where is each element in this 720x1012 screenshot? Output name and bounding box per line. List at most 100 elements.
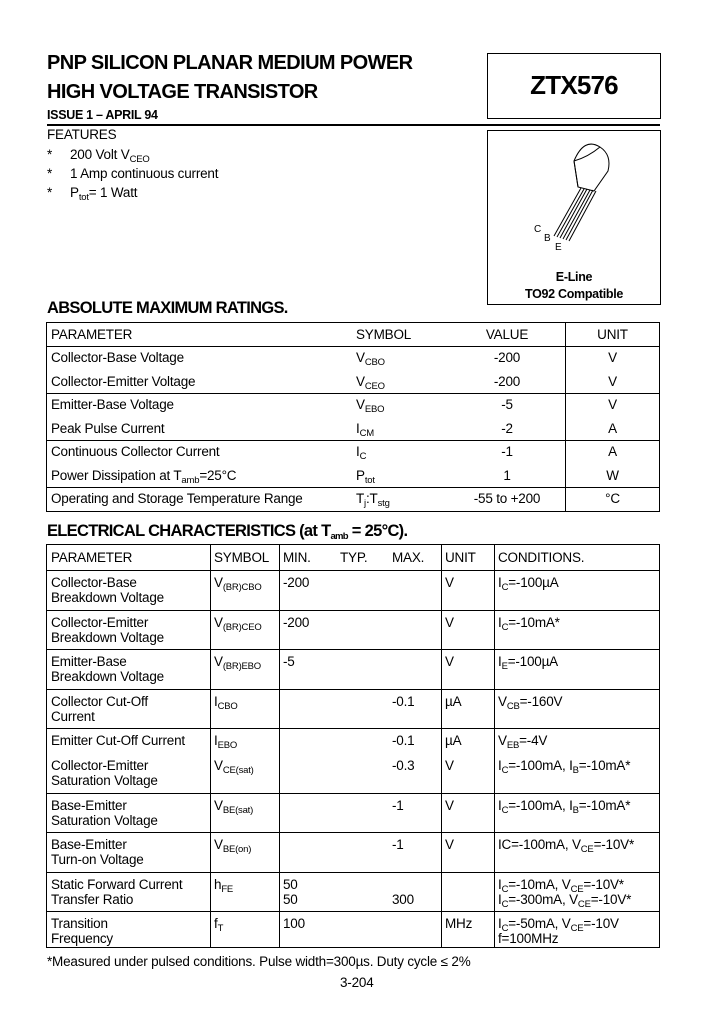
text-segment: V bbox=[498, 733, 507, 748]
text-segment: =-10mA* bbox=[508, 615, 560, 630]
symbol-text: fT bbox=[214, 916, 223, 933]
symbol-cell: VEBO bbox=[356, 397, 384, 414]
parameter-cell: Breakdown Voltage bbox=[51, 630, 164, 645]
parameter-cell: Transfer Ratio bbox=[51, 892, 134, 907]
subscript: tot bbox=[78, 192, 89, 203]
unit-cell: MHz bbox=[445, 916, 473, 931]
unit-cell: µA bbox=[445, 733, 462, 748]
subscript: C bbox=[359, 451, 367, 462]
symbol-text: V(BR)CEO bbox=[214, 615, 262, 632]
min-cell: 50 bbox=[283, 877, 298, 892]
abs-max-table: PARAMETER SYMBOL VALUE UNIT Collector-Base V… bbox=[46, 322, 660, 512]
header-cell: MIN. bbox=[283, 550, 311, 565]
text-segment: I bbox=[498, 758, 502, 773]
text-segment: :T bbox=[365, 491, 378, 506]
parameter-cell: Transition bbox=[51, 916, 108, 931]
text-segment: =-10V bbox=[583, 916, 619, 931]
subscript: j bbox=[364, 498, 366, 509]
subscript: BE(sat) bbox=[222, 805, 254, 816]
subscript: CEO bbox=[364, 380, 385, 392]
min-cell: -200 bbox=[283, 615, 310, 630]
conditions-cell: IC=-50mA, VCE=-10V bbox=[498, 916, 619, 934]
text-segment: Peak Pulse Current bbox=[51, 420, 165, 436]
conditions-text: IC=-50mA, VCE=-10V bbox=[498, 916, 619, 934]
text-segment: f=100MHz bbox=[498, 931, 559, 946]
bullet: * bbox=[47, 185, 53, 200]
row-divider bbox=[47, 610, 659, 611]
parameter-cell: Breakdown Voltage bbox=[51, 590, 164, 605]
conditions-text: IC=-100mA, IB=-10mA* bbox=[498, 758, 630, 775]
conditions-cell: VEB=-4V bbox=[498, 733, 548, 750]
text-segment: I bbox=[498, 654, 502, 669]
text-segment: =-4V bbox=[519, 733, 548, 748]
text-segment: =-10V* bbox=[583, 877, 624, 892]
text-segment: P bbox=[70, 185, 79, 200]
conditions-cell: VCB=-160V bbox=[498, 694, 563, 712]
symbol-cell: VCE(sat) bbox=[214, 758, 254, 775]
text-segment: Power Dissipation at T bbox=[51, 467, 182, 483]
symbol-cell: fT bbox=[214, 916, 223, 933]
symbol-cell: ICBO bbox=[214, 694, 238, 712]
parameter-cell: Emitter-Base Voltage bbox=[51, 397, 174, 412]
conditions-text: VEB=-4V bbox=[498, 733, 548, 750]
header-unit: UNIT bbox=[597, 327, 628, 342]
unit-cell: µA bbox=[445, 694, 462, 709]
conditions-text: IC=-100µA bbox=[498, 575, 559, 593]
header-parameter: PARAMETER bbox=[51, 327, 133, 342]
row-divider bbox=[47, 793, 659, 794]
text-segment: V bbox=[214, 654, 223, 669]
value-cell: -1 bbox=[501, 444, 513, 459]
text-segment: =-100mA, I bbox=[508, 758, 573, 773]
conditions-text: IE=-100µA bbox=[498, 654, 558, 671]
text-segment: I bbox=[498, 575, 502, 590]
part-number: ZTX576 bbox=[530, 70, 618, 100]
symbol-cell-text: Ptot bbox=[356, 468, 375, 485]
subscript: CBO bbox=[217, 701, 238, 712]
conditions-cell: IC=-10mA* bbox=[498, 615, 560, 632]
text-segment: =-10V* bbox=[590, 892, 632, 907]
text-segment: h bbox=[214, 877, 222, 892]
parameter-cell: Base-Emitter bbox=[51, 798, 127, 813]
feature-item: 1 Amp continuous current bbox=[70, 166, 218, 181]
unit-cell: V bbox=[608, 350, 617, 365]
symbol-text: IEBO bbox=[214, 733, 238, 751]
header-cell: CONDITIONS. bbox=[498, 550, 585, 565]
pin-label-e: E bbox=[555, 242, 562, 253]
parameter-cell: Collector-Emitter Voltage bbox=[51, 374, 196, 389]
unit-cell: V bbox=[445, 837, 454, 852]
subscript: CB bbox=[506, 701, 520, 712]
subscript: C bbox=[501, 899, 509, 910]
parameter-cell-text: Collector-Emitter Voltage bbox=[51, 374, 196, 389]
text-segment: V bbox=[214, 837, 223, 852]
text-segment: =-50mA, V bbox=[508, 916, 571, 931]
column-divider bbox=[210, 545, 211, 947]
unit-cell: V bbox=[445, 654, 454, 669]
parameter-cell: Current bbox=[51, 709, 95, 724]
row-divider bbox=[47, 487, 659, 488]
subscript: C bbox=[501, 582, 509, 593]
max-cell: -1 bbox=[392, 798, 404, 813]
parameter-cell-text: Peak Pulse Current bbox=[51, 420, 165, 436]
text-segment: =-10mA, V bbox=[508, 877, 571, 892]
conditions-text: IC=-300mA, VCE=-10V* bbox=[498, 892, 632, 910]
subscript: (BR)EBO bbox=[222, 661, 261, 672]
text-segment: I bbox=[498, 892, 502, 907]
unit-cell: A bbox=[608, 420, 617, 436]
text-segment: V bbox=[498, 694, 507, 709]
value-cell: -5 bbox=[501, 397, 513, 412]
text-segment: Continuous Collector Current bbox=[51, 444, 220, 459]
feature-text: 200 Volt VCEO bbox=[70, 147, 150, 164]
subscript: CM bbox=[359, 427, 375, 439]
symbol-text: V(BR)EBO bbox=[214, 654, 261, 672]
text-segment: =-100µA bbox=[508, 575, 559, 590]
text-segment: f bbox=[214, 916, 218, 931]
conditions-cell: IC=-10mA, VCE=-10V* bbox=[498, 877, 624, 894]
subscript: B bbox=[572, 805, 579, 816]
row-divider bbox=[47, 649, 659, 650]
subscript: C bbox=[501, 923, 509, 934]
text-segment: = 25°C). bbox=[347, 522, 408, 540]
conditions-cell: IC=-100mA, VCE=-10V* bbox=[498, 837, 634, 854]
subscript: EBO bbox=[217, 740, 238, 751]
header-symbol: SYMBOL bbox=[356, 327, 412, 342]
